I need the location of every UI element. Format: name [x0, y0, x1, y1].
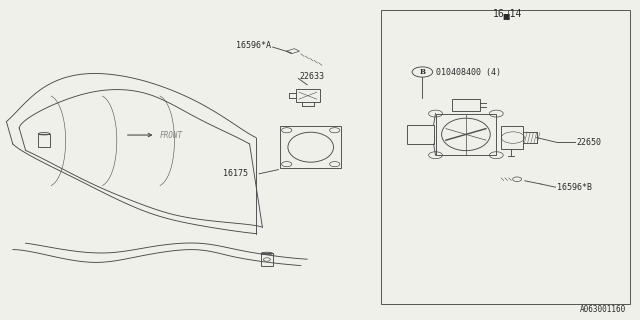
Text: 16▄14: 16▄14	[493, 8, 522, 19]
Text: 010408400 (4): 010408400 (4)	[436, 68, 501, 76]
Text: 16596*B: 16596*B	[557, 183, 592, 192]
Text: FRONT: FRONT	[160, 131, 183, 140]
Text: 22633: 22633	[300, 72, 324, 81]
Text: 16175: 16175	[223, 169, 248, 178]
Text: 22650: 22650	[576, 138, 601, 147]
Text: 16596*A: 16596*A	[236, 41, 271, 50]
Text: B: B	[419, 68, 426, 76]
Text: A063001160: A063001160	[580, 305, 626, 314]
